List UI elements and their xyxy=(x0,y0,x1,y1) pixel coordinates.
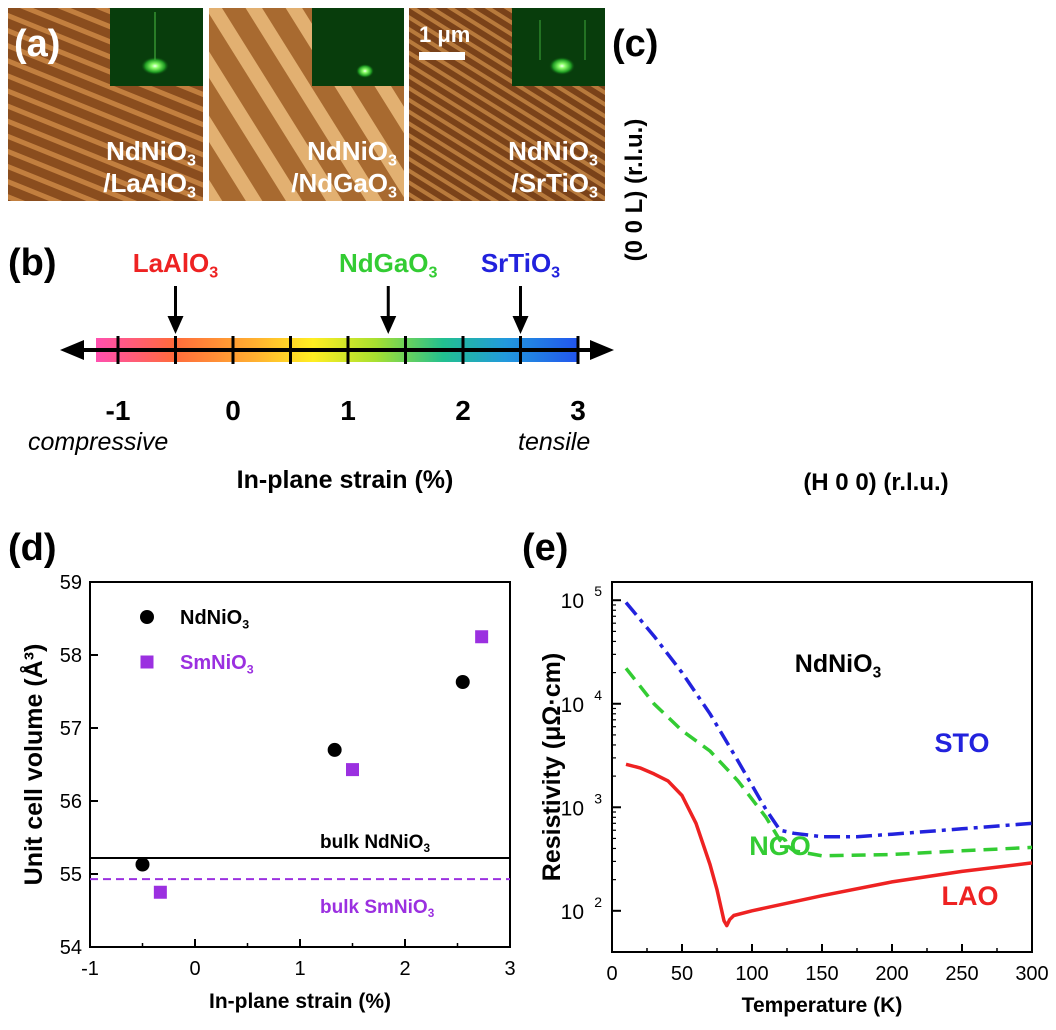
data-point xyxy=(327,742,342,757)
afm-image-2 xyxy=(209,8,404,201)
strain-tick-label: 3 xyxy=(570,395,586,426)
panel-a: (a) 1 μm NdNiO3/LaAlO3NdNiO3/NdGaO3NdNiO… xyxy=(8,8,605,202)
y-tick-label: 10 xyxy=(561,797,584,820)
data-point xyxy=(153,885,167,899)
data-point xyxy=(455,675,470,690)
x-axis-label: Temperature (K) xyxy=(742,994,903,1017)
panel-a-label: (a) xyxy=(14,23,60,65)
x-tick-label: 3 xyxy=(504,958,515,980)
tensile-label: tensile xyxy=(518,428,590,456)
x-tick-label: 0 xyxy=(189,958,200,980)
x-tick-label: 150 xyxy=(805,963,838,985)
arrow-left-icon xyxy=(60,340,84,360)
substrate-label: SrTiO3 xyxy=(481,248,560,282)
scale-bar-label: 1 μm xyxy=(419,22,470,47)
series-line xyxy=(625,762,1033,928)
plot-frame xyxy=(89,581,511,948)
strain-tick-label: -1 xyxy=(106,395,131,426)
data-point xyxy=(346,763,359,777)
x-axis-label: In-plane strain (%) xyxy=(209,990,391,1013)
series-label: LAO xyxy=(942,881,999,911)
strain-tick-label: 2 xyxy=(455,395,471,426)
arrow-right-icon xyxy=(590,340,614,360)
y-tick-label: 56 xyxy=(60,791,82,813)
y-tick-label: 58 xyxy=(60,645,82,667)
arrow-down-icon xyxy=(380,316,397,334)
strain-tick-label: 1 xyxy=(340,395,356,426)
series-label: STO xyxy=(934,728,989,758)
x-tick-label: 0 xyxy=(606,963,617,985)
data-point xyxy=(135,857,150,872)
y-tick-label: 10 xyxy=(561,590,584,613)
x-tick-label: 200 xyxy=(875,963,908,985)
x-tick-label: 1 xyxy=(294,958,305,980)
legend-label: SmNiO3 xyxy=(180,652,254,676)
x-tick-label: 100 xyxy=(735,963,768,985)
y-tick-exponent: 2 xyxy=(594,894,602,910)
series-label: NGO xyxy=(749,831,811,861)
panel-c-label: (c) xyxy=(612,23,658,65)
panel-b: (b) -1 0 1 2 3 LaAlO3 NdGaO3 SrTiO3 compressive… xyxy=(8,242,614,494)
sample-label-line1: NdNiO3 xyxy=(106,136,196,170)
arrow-down-icon xyxy=(167,316,184,334)
y-tick-label: 55 xyxy=(60,864,82,886)
panel-e-label: (e) xyxy=(522,527,568,569)
strain-axis-label: In-plane strain (%) xyxy=(237,466,454,494)
reference-line-label: bulk NdNiO3 xyxy=(320,832,430,855)
x-tick-label: 2 xyxy=(399,958,410,980)
y-tick-exponent: 4 xyxy=(594,687,602,703)
legend-marker xyxy=(140,610,154,624)
y-tick-label: 10 xyxy=(561,901,584,924)
substrate-label: LaAlO3 xyxy=(133,248,219,282)
scale-bar xyxy=(419,52,465,60)
sample-label-line1: NdNiO3 xyxy=(508,136,598,170)
compressive-label: compressive xyxy=(28,428,168,456)
panel-d: (d) -1 0 1 2 3 54 55 56 57 58 59 In-plane strain (%… xyxy=(8,527,516,1013)
y-tick-exponent: 3 xyxy=(594,790,602,806)
afm-image-3 xyxy=(409,8,605,201)
strain-tick-label: 0 xyxy=(225,395,241,426)
panel-b-label: (b) xyxy=(8,242,57,284)
y-tick-label: 10 xyxy=(561,694,584,717)
sample-label-line1: NdNiO3 xyxy=(307,136,397,170)
y-axis-label: Resistivity (μΩ·cm) xyxy=(538,653,566,881)
rsm-ylabel: (0 0 L) (r.l.u.) xyxy=(621,119,648,262)
y-tick-label: 59 xyxy=(60,572,82,594)
series-line xyxy=(624,601,1033,839)
afm-image-1 xyxy=(8,8,203,201)
rsm-xlabel: (H 0 0) (r.l.u.) xyxy=(803,469,948,496)
series-line xyxy=(624,667,1033,858)
panel-d-label: (d) xyxy=(8,527,57,569)
sample-label-line2: /SrTiO3 xyxy=(511,168,598,202)
sample-label-line2: /NdGaO3 xyxy=(291,168,397,202)
legend-label: NdNiO3 xyxy=(180,607,249,631)
arrow-down-icon xyxy=(512,316,529,334)
legend-marker xyxy=(140,655,154,669)
x-tick-label: -1 xyxy=(81,958,99,980)
sample-label-line2: /LaAlO3 xyxy=(103,168,196,202)
data-point xyxy=(475,630,489,644)
chart-title: NdNiO3 xyxy=(795,650,882,681)
y-tick-label: 57 xyxy=(60,718,82,740)
x-tick-label: 250 xyxy=(945,963,978,985)
x-tick-label: 50 xyxy=(671,963,693,985)
y-axis-label: Unit cell volume (Å³) xyxy=(19,644,48,886)
reference-line-label: bulk SmNiO3 xyxy=(320,897,435,920)
y-tick-label: 54 xyxy=(60,937,82,959)
panel-c: (c) (0 0 L) (r.l.u.) (H 0 0) (r.l.u.) xyxy=(612,23,949,496)
panel-e: (e) 0 50 100 150 200 250 300 10 2 10 3 10 4 10 5 Temper… xyxy=(522,527,1049,1017)
substrate-label: NdGaO3 xyxy=(339,248,438,282)
x-tick-label: 300 xyxy=(1015,963,1048,985)
y-tick-exponent: 5 xyxy=(594,583,602,599)
